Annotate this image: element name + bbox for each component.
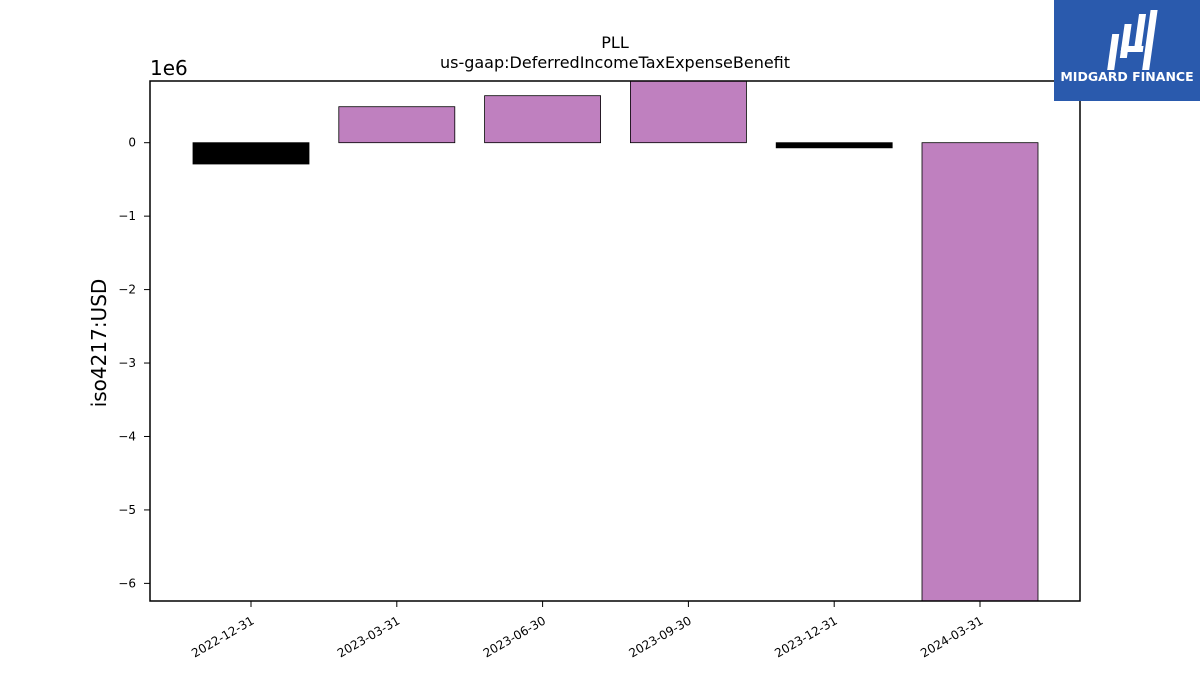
x-tick-label: 2022-12-31 — [189, 613, 256, 660]
bars-group — [192, 80, 1039, 602]
midgard-logo-icon: MIDGARD FINANCE — [1054, 0, 1200, 101]
bar-2023-09-30 — [630, 80, 747, 144]
bar-2024-03-31 — [921, 142, 1039, 602]
brand-name: MIDGARD FINANCE — [1060, 69, 1193, 84]
y-tick-label: −5 — [118, 503, 136, 517]
x-tick-label: 2023-06-30 — [481, 613, 548, 660]
y-axis-label: iso4217:USD — [87, 279, 111, 408]
x-tick-label: 2023-12-31 — [772, 613, 839, 660]
y-ticks-group: 0 −1 −2 −3 −4 −5 −6 — [118, 136, 150, 590]
bar-2022-12-31 — [192, 142, 310, 165]
x-tick-label: 2023-03-31 — [335, 613, 402, 660]
brand-logo: MIDGARD FINANCE — [1054, 0, 1200, 101]
bar-2023-06-30 — [484, 95, 602, 144]
y-tick-label: −6 — [118, 576, 136, 590]
bar-2023-12-31 — [775, 142, 893, 149]
y-tick-label: −1 — [118, 209, 136, 223]
bar-2023-03-31 — [338, 106, 456, 144]
y-tick-label: 0 — [128, 136, 136, 150]
y-tick-label: −4 — [118, 429, 136, 443]
y-axis-offset-label: 1e6 — [150, 56, 188, 80]
x-tick-label: 2023-09-30 — [626, 613, 693, 660]
plot-frame — [149, 80, 1081, 602]
chart-subtitle: us-gaap:DeferredIncomeTaxExpenseBenefit — [440, 53, 790, 72]
y-tick-label: −3 — [118, 356, 136, 370]
x-tick-label: 2024-03-31 — [918, 613, 985, 660]
chart-title: PLL — [601, 33, 629, 52]
x-ticks-group: 2022-12-31 2023-03-31 2023-06-30 2023-09-30… — [189, 601, 986, 660]
y-tick-label: −2 — [118, 283, 136, 297]
